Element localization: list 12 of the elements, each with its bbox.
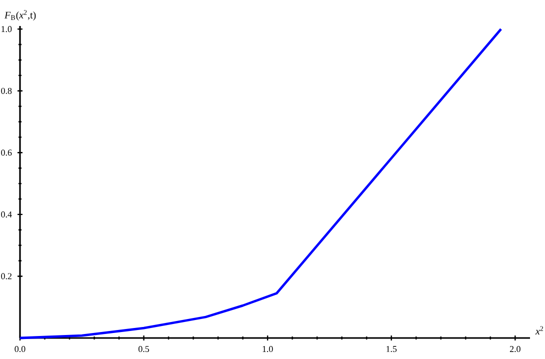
x-axis-title: x$^{2}$ <box>535 326 544 334</box>
y-tick-label: 1.0 <box>2 26 12 32</box>
x-tick-label: 0.5 <box>138 346 150 352</box>
y-axis-title: F$_{B}$(x$^{2}$,t) <box>4 10 36 20</box>
x-tick-label: 1.5 <box>386 346 397 352</box>
x-tick-label: 1.0 <box>262 346 273 352</box>
y-tick-label: 0.4 <box>1 211 12 218</box>
x-tick-label: 0.0 <box>14 346 26 352</box>
y-tick-label: 0.2 <box>1 273 12 280</box>
y-tick-label: 0.8 <box>1 88 12 94</box>
y-tick-label: 0.6 <box>1 150 12 156</box>
x-tick-label: 2.0 <box>510 346 520 352</box>
